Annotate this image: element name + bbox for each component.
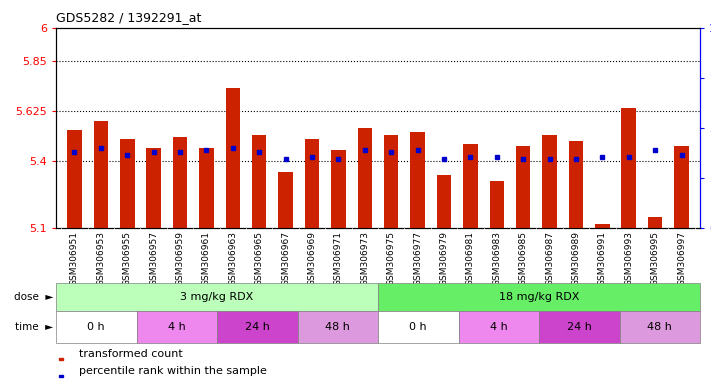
Bar [59, 375, 63, 377]
Bar [674, 146, 689, 228]
Text: GSM306965: GSM306965 [255, 231, 264, 286]
Text: 0 h: 0 h [410, 322, 427, 332]
Bar [137, 311, 217, 343]
Bar [378, 283, 700, 311]
Bar [489, 181, 504, 228]
Bar [648, 217, 663, 228]
Bar [331, 150, 346, 228]
Text: GSM306973: GSM306973 [360, 231, 369, 286]
Text: 24 h: 24 h [567, 322, 592, 332]
Text: dose  ►: dose ► [14, 292, 53, 302]
Text: GSM306981: GSM306981 [466, 231, 475, 286]
Text: GSM306963: GSM306963 [228, 231, 237, 286]
Text: GSM306977: GSM306977 [413, 231, 422, 286]
Text: GSM306995: GSM306995 [651, 231, 660, 286]
Text: GSM306997: GSM306997 [677, 231, 686, 286]
Text: GSM306953: GSM306953 [97, 231, 105, 286]
Bar [539, 311, 619, 343]
Text: GSM306979: GSM306979 [439, 231, 449, 286]
Bar [410, 132, 425, 228]
Text: GDS5282 / 1392291_at: GDS5282 / 1392291_at [56, 12, 201, 25]
Bar [120, 139, 134, 228]
Bar [463, 144, 478, 228]
Text: GSM306967: GSM306967 [281, 231, 290, 286]
Bar [542, 135, 557, 228]
Bar [358, 128, 372, 228]
Bar [297, 311, 378, 343]
Text: GSM306971: GSM306971 [334, 231, 343, 286]
Bar [621, 108, 636, 228]
Bar [459, 311, 539, 343]
Text: GSM306987: GSM306987 [545, 231, 554, 286]
Text: 24 h: 24 h [245, 322, 269, 332]
Bar [384, 135, 398, 228]
Text: 4 h: 4 h [168, 322, 186, 332]
Bar [516, 146, 530, 228]
Bar [68, 130, 82, 228]
Text: 3 mg/kg RDX: 3 mg/kg RDX [181, 292, 254, 302]
Bar [56, 283, 378, 311]
Text: GSM306959: GSM306959 [176, 231, 185, 286]
Bar [252, 135, 267, 228]
Bar [199, 148, 214, 228]
Text: 48 h: 48 h [326, 322, 351, 332]
Text: GSM306951: GSM306951 [70, 231, 79, 286]
Bar [225, 88, 240, 228]
Bar [305, 139, 319, 228]
Bar [437, 175, 451, 228]
Text: percentile rank within the sample: percentile rank within the sample [78, 366, 267, 376]
Text: GSM306975: GSM306975 [387, 231, 396, 286]
Bar [378, 311, 459, 343]
Text: GSM306989: GSM306989 [572, 231, 580, 286]
Bar [595, 223, 609, 228]
Text: 0 h: 0 h [87, 322, 105, 332]
Bar [59, 358, 63, 360]
Bar [569, 141, 583, 228]
Text: transformed count: transformed count [78, 349, 182, 359]
Text: time  ►: time ► [15, 322, 53, 332]
Text: 4 h: 4 h [490, 322, 508, 332]
Text: 48 h: 48 h [647, 322, 672, 332]
Bar [217, 311, 297, 343]
Text: GSM306955: GSM306955 [123, 231, 132, 286]
Bar [56, 311, 137, 343]
Text: GSM306993: GSM306993 [624, 231, 634, 286]
Bar [173, 137, 187, 228]
Text: GSM306985: GSM306985 [518, 231, 528, 286]
Bar [619, 311, 700, 343]
Text: GSM306961: GSM306961 [202, 231, 211, 286]
Bar [279, 172, 293, 228]
Text: GSM306991: GSM306991 [598, 231, 607, 286]
Bar [146, 148, 161, 228]
Text: GSM306983: GSM306983 [492, 231, 501, 286]
Text: GSM306957: GSM306957 [149, 231, 158, 286]
Text: 18 mg/kg RDX: 18 mg/kg RDX [499, 292, 579, 302]
Text: GSM306969: GSM306969 [308, 231, 316, 286]
Bar [94, 121, 108, 228]
